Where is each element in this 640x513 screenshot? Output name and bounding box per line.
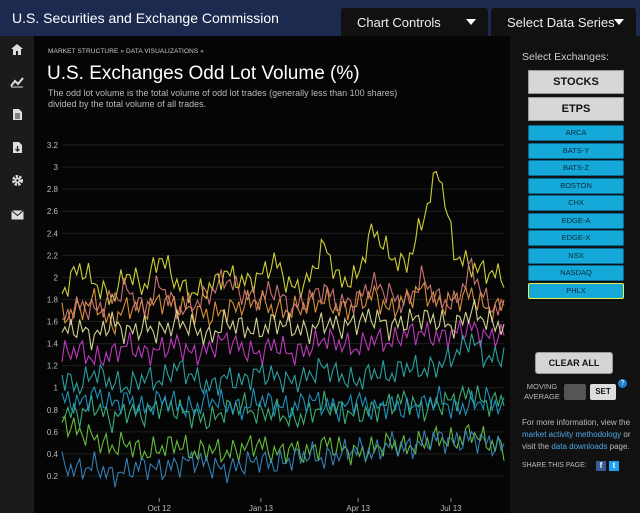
- y-tick-label: 1.4: [47, 340, 59, 349]
- x-tick-label: Jan 13: [249, 504, 274, 513]
- icon-sidebar: [0, 36, 34, 513]
- x-tick-label: Jul 13: [440, 504, 462, 513]
- help-icon[interactable]: ?: [618, 379, 627, 388]
- series-line: [61, 319, 505, 367]
- chart-line-icon[interactable]: [0, 72, 34, 96]
- chevron-down-icon: [466, 19, 476, 25]
- exchange-button-nasdaq[interactable]: NASDAQ: [528, 265, 624, 281]
- y-tick-label: 2.6: [47, 207, 59, 216]
- y-tick-label: 2.2: [47, 251, 59, 260]
- twitter-icon[interactable]: t: [609, 461, 619, 471]
- y-tick-label: 2: [54, 273, 59, 282]
- info-suffix: page.: [607, 442, 630, 451]
- y-tick-label: 0.6: [47, 428, 59, 437]
- document-icon[interactable]: [0, 105, 34, 129]
- info-mid: or visit the: [522, 430, 631, 451]
- exchange-button-edge-x[interactable]: EDGE-X: [528, 230, 624, 246]
- share-label: SHARE THIS PAGE:: [522, 462, 587, 469]
- set-button[interactable]: SET: [590, 384, 616, 400]
- top-bar: U.S. Securities and Exchange Commission …: [0, 0, 640, 36]
- exchange-button-chx[interactable]: CHX: [528, 195, 624, 211]
- methodology-link[interactable]: market activity methodology: [522, 430, 622, 439]
- select-data-series-dropdown[interactable]: Select Data Series: [491, 8, 636, 36]
- download-document-icon[interactable]: [0, 138, 34, 162]
- odd-lot-volume-chart[interactable]: 0.2 0.4 0.6 0.8 1 1.2 1.4 1.6 1.8 2 2.2 2.4 2.6 2.8 3 3…: [34, 126, 510, 513]
- select-exchanges-heading: Select Exchanges:: [522, 51, 609, 63]
- data-downloads-link[interactable]: data downloads: [551, 442, 608, 451]
- clear-all-button[interactable]: CLEAR ALL: [535, 352, 613, 374]
- x-tick-label: Apr 13: [346, 504, 370, 513]
- y-tick-label: 2.8: [47, 185, 59, 194]
- facebook-icon[interactable]: f: [596, 461, 606, 471]
- series-line: [61, 430, 505, 488]
- y-tick-label: 3.2: [47, 141, 59, 150]
- breadcrumb-separator: »: [120, 48, 125, 55]
- site-title[interactable]: U.S. Securities and Exchange Commission: [12, 10, 279, 26]
- y-tick-label: 0.2: [47, 472, 59, 481]
- exchange-button-edge-a[interactable]: EDGE-A: [528, 212, 624, 229]
- moving-average-label: MOVING AVERAGE: [524, 382, 560, 401]
- series-line: [61, 385, 505, 423]
- exchange-button-arca[interactable]: ARCA: [528, 125, 624, 141]
- exchange-button-nsx[interactable]: NSX: [528, 247, 624, 264]
- breadcrumb-market-structure[interactable]: MARKET STRUCTURE: [48, 48, 119, 55]
- series-line: [61, 414, 505, 466]
- breadcrumb: MARKET STRUCTURE » DATA VISUALIZATIONS »: [48, 48, 204, 55]
- x-tick-label: Oct 12: [147, 504, 171, 513]
- y-tick-label: 0.4: [47, 450, 59, 459]
- home-icon[interactable]: [0, 40, 34, 64]
- more-info-text: For more information, view the market ac…: [522, 417, 634, 453]
- y-tick-label: 1.2: [47, 362, 59, 371]
- select-data-series-label: Select Data Series: [507, 15, 615, 30]
- exchange-button-bats-y[interactable]: BATS-Y: [528, 142, 624, 159]
- envelope-icon[interactable]: [0, 204, 34, 228]
- series-line: [61, 170, 505, 305]
- gear-icon[interactable]: [0, 171, 34, 195]
- exchange-button-bats-z[interactable]: BATS-Z: [528, 160, 624, 176]
- breadcrumb-separator: »: [200, 48, 204, 55]
- etps-button[interactable]: ETPS: [528, 97, 624, 121]
- chevron-down-icon: [614, 19, 624, 25]
- chart-controls-dropdown[interactable]: Chart Controls: [341, 8, 488, 36]
- exchange-panel: Select Exchanges: STOCKS ETPS ARCA BATS-Y…: [510, 36, 640, 513]
- y-tick-label: 1.6: [47, 318, 59, 327]
- main-content: MARKET STRUCTURE » DATA VISUALIZATIONS »…: [34, 36, 510, 513]
- exchange-button-boston[interactable]: BOSTON: [528, 177, 624, 194]
- y-tick-label: 2.4: [47, 229, 59, 238]
- exchange-button-phlx[interactable]: PHLX: [528, 282, 624, 299]
- chart-controls-label: Chart Controls: [357, 15, 441, 30]
- y-tick-label: 1.8: [47, 295, 59, 304]
- series-line: [61, 256, 505, 326]
- page-description: The odd lot volume is the total volume o…: [48, 88, 398, 109]
- info-prefix: For more information, view the: [522, 418, 631, 427]
- page-title: U.S. Exchanges Odd Lot Volume (%): [47, 63, 360, 84]
- series-line: [61, 280, 505, 337]
- y-tick-label: 3: [54, 163, 59, 172]
- y-tick-label: 0.8: [47, 406, 59, 415]
- series-line: [61, 333, 505, 396]
- series-line: [61, 299, 505, 351]
- y-tick-label: 1: [54, 384, 59, 393]
- breadcrumb-data-visualizations[interactable]: DATA VISUALIZATIONS: [126, 48, 199, 55]
- stocks-button[interactable]: STOCKS: [528, 70, 624, 94]
- moving-average-input[interactable]: [564, 384, 586, 400]
